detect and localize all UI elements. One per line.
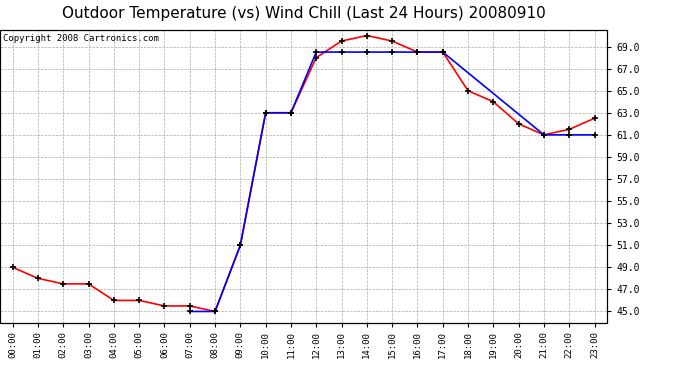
Text: Outdoor Temperature (vs) Wind Chill (Last 24 Hours) 20080910: Outdoor Temperature (vs) Wind Chill (Las… [61, 6, 546, 21]
Text: Copyright 2008 Cartronics.com: Copyright 2008 Cartronics.com [3, 34, 159, 44]
